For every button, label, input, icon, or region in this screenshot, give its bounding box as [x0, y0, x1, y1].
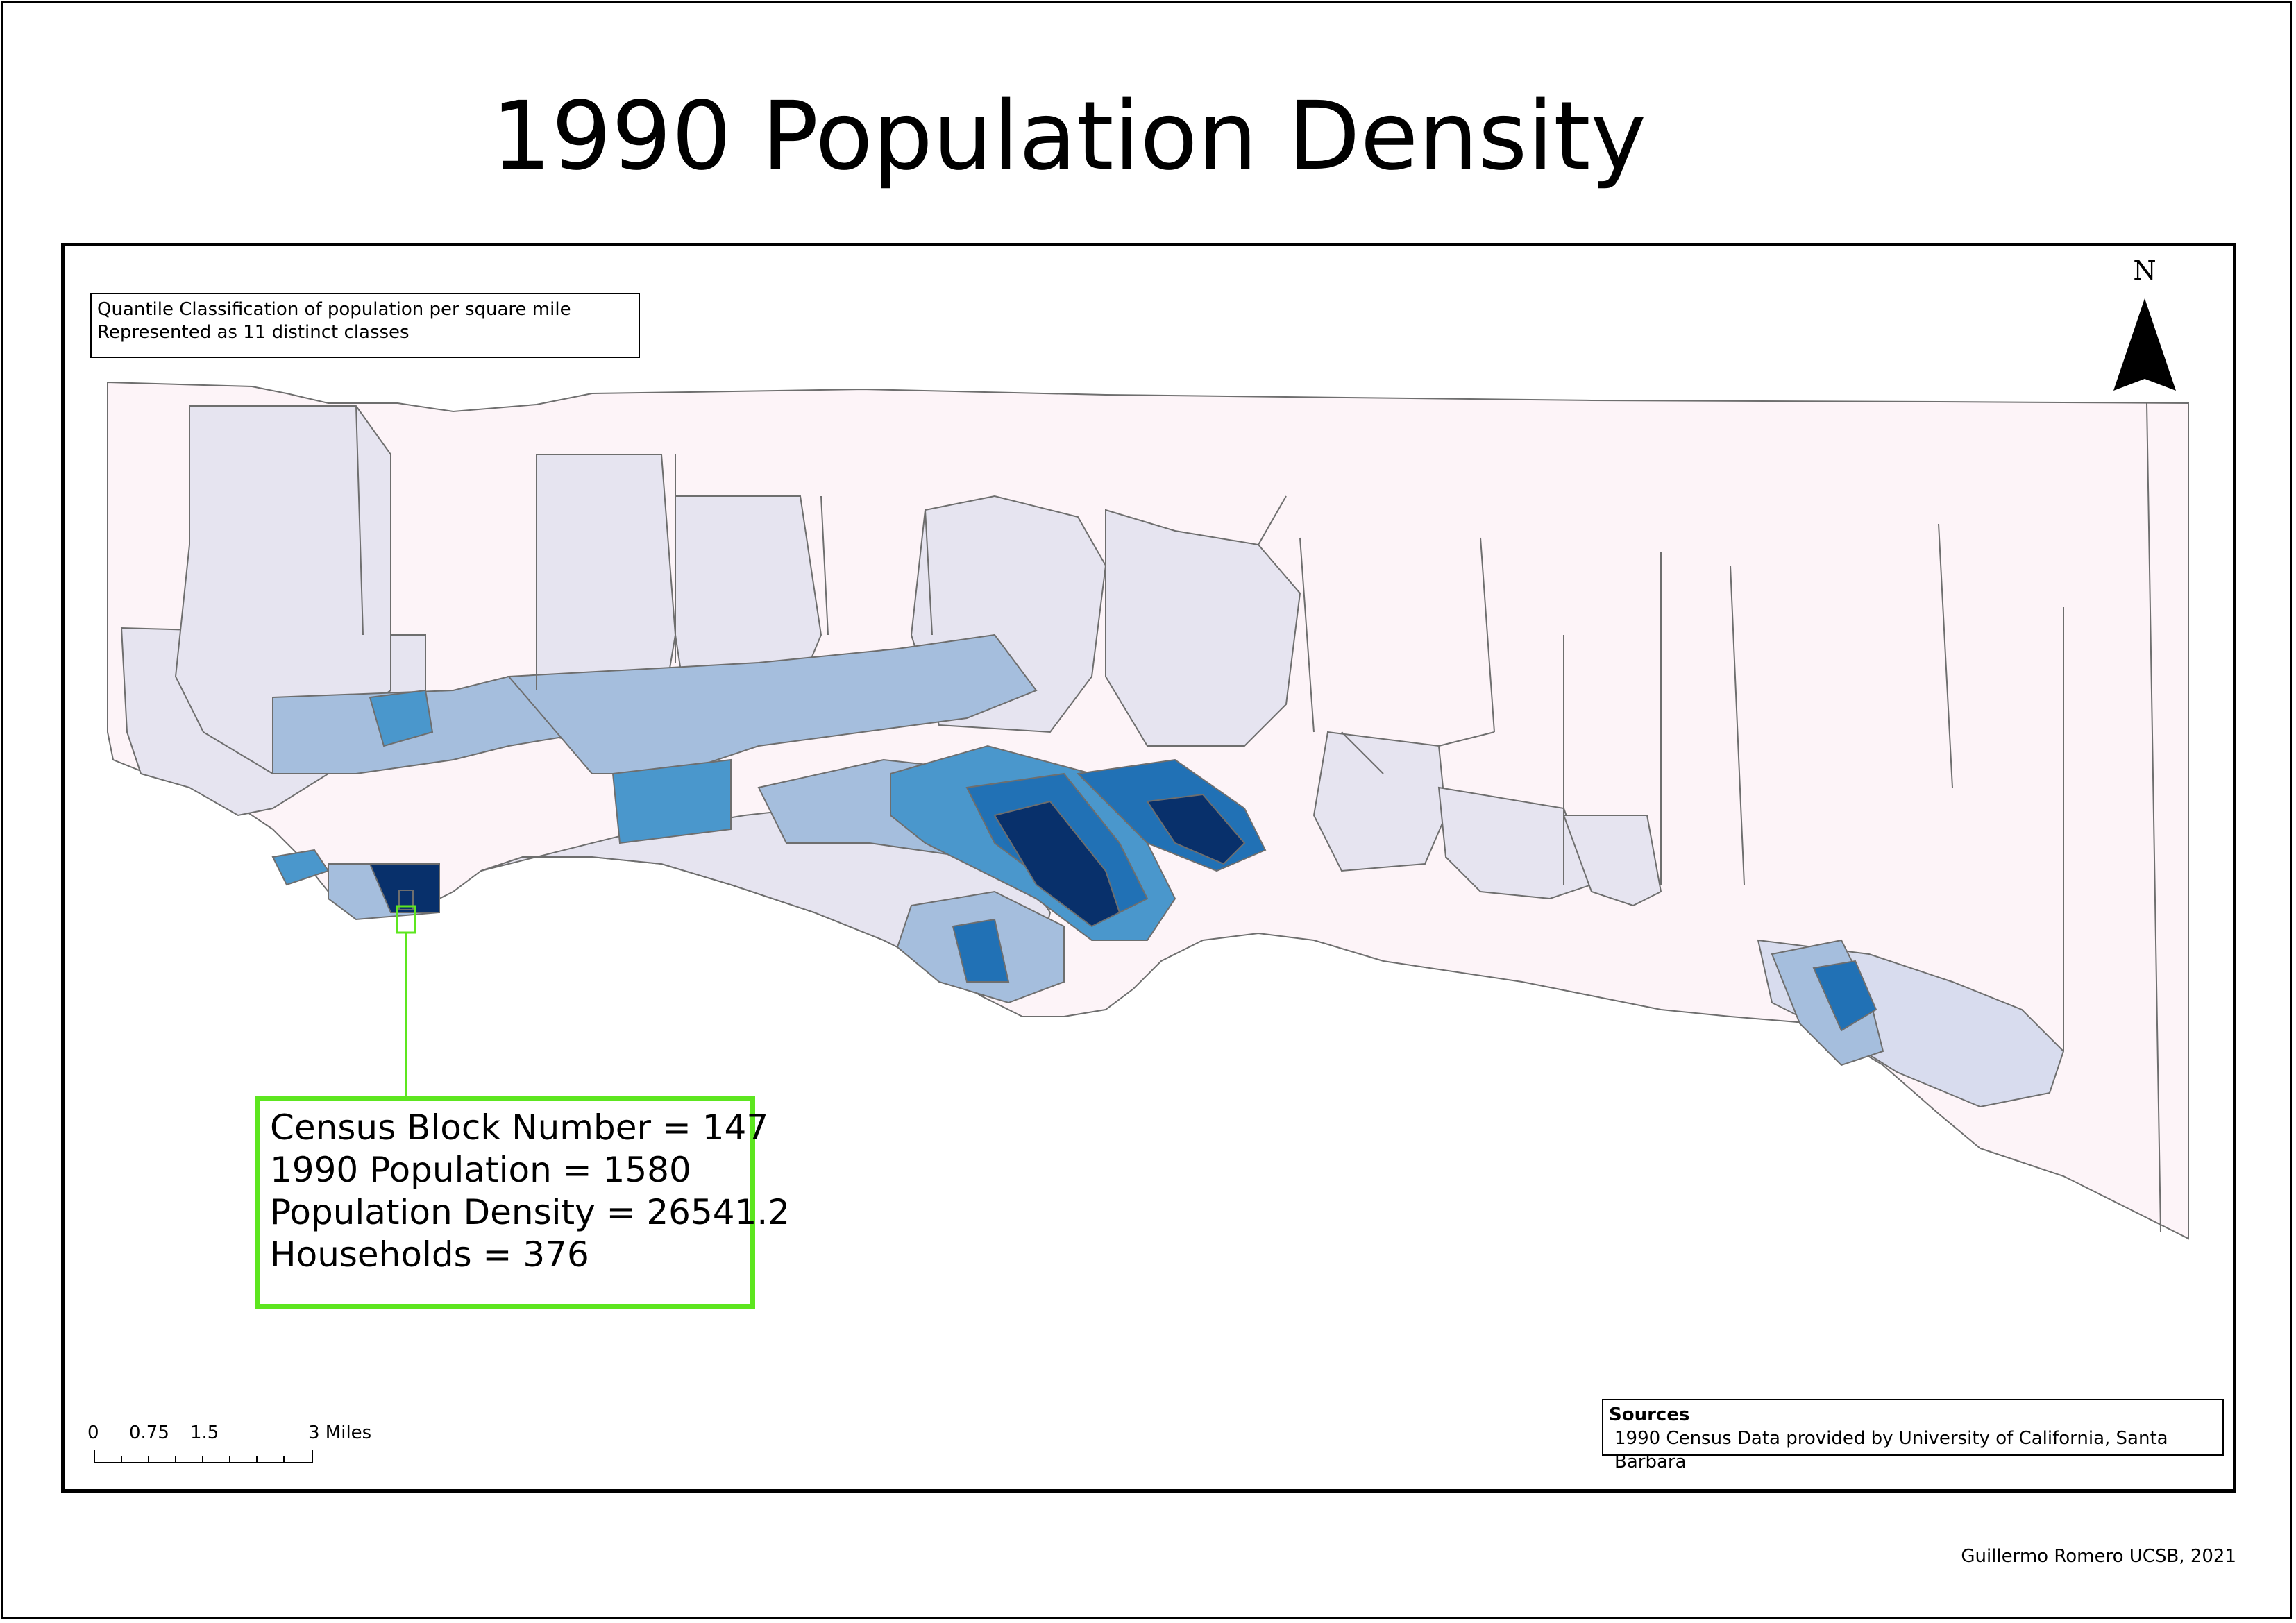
region-block-147 [398, 890, 414, 910]
map-canvas [107, 381, 2189, 1240]
region-isla-vista-dense [369, 863, 440, 913]
north-letter: N [2133, 255, 2156, 286]
region-north-4 [1105, 509, 1301, 747]
sources-text: 1990 Census Data provided by University … [1614, 1428, 2168, 1472]
scale-label-0: 0 [87, 1422, 99, 1443]
census-block-callout: Census Block Number = 147 1990 Populatio… [255, 1096, 791, 1309]
map-title: 1990 Population Density [491, 82, 1647, 192]
north-arrow: N [2110, 255, 2179, 394]
region-mesa-dense [952, 918, 1010, 983]
region-sb-east-dense [1146, 793, 1246, 865]
callout-block-number: Census Block Number = 147 [270, 1107, 769, 1148]
scale-bar-ticks [94, 1450, 313, 1463]
classification-note-line2: Represented as 11 distinct classes [97, 322, 410, 343]
classification-note: Quantile Classification of population pe… [90, 293, 640, 358]
region-east-3 [1562, 815, 1662, 907]
region-mid-1 [272, 676, 593, 774]
author-credit: Guillermo Romero UCSB, 2021 [1961, 1546, 2236, 1567]
callout-households: Households = 376 [270, 1234, 589, 1275]
scale-label-1: 0.75 [129, 1422, 169, 1443]
classification-note-line1: Quantile Classification of population pe… [97, 299, 571, 320]
scale-bar: 0 0.75 1.5 3 Miles [83, 1422, 410, 1471]
north-arrow-icon [2113, 298, 2176, 391]
region-goleta-2 [369, 689, 434, 747]
region-sb-dense [993, 800, 1121, 928]
callout-population: 1990 Population = 1580 [270, 1150, 691, 1190]
region-east-1 [1312, 731, 1447, 872]
map-frame [61, 243, 2236, 1493]
scale-label-2: 1.5 [190, 1422, 219, 1443]
sources-box: Sources 1990 Census Data provided by Uni… [1602, 1399, 2224, 1472]
callout-density: Population Density = 26541.2 [270, 1192, 791, 1232]
scale-label-3: 3 Miles [308, 1422, 372, 1443]
region-carpinteria-dense [1812, 960, 1877, 1032]
census-block-boundaries [355, 402, 2161, 1232]
region-goleta-1 [611, 758, 732, 844]
sources-heading: Sources [1609, 1404, 1690, 1425]
